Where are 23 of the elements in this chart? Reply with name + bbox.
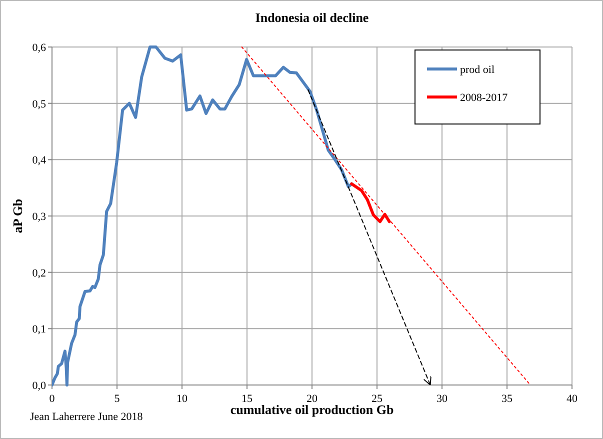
y-tick-label: 0,3 — [32, 211, 46, 223]
chart-title: Indonesia oil decline — [255, 10, 369, 25]
x-tick-label: 10 — [176, 393, 188, 405]
x-tick-label: 15 — [242, 393, 253, 405]
x-tick-label: 40 — [566, 393, 578, 405]
legend-label: 2008-2017 — [460, 92, 508, 104]
x-tick-label: 0 — [49, 393, 56, 405]
y-tick-label: 0,6 — [32, 42, 46, 54]
x-tick-label: 35 — [502, 393, 513, 405]
y-tick-label: 0,2 — [32, 267, 46, 280]
legend-label: prod oil — [460, 64, 495, 76]
y-axis-title: aP Gb — [10, 198, 25, 234]
x-tick-label: 25 — [372, 393, 383, 405]
x-axis-title: cumulative oil production Gb — [230, 402, 394, 417]
line-series — [350, 182, 391, 224]
x-tick-label: 5 — [114, 393, 120, 405]
y-tick-label: 0,1 — [32, 324, 46, 336]
text: Jean Laherrere June 2018 — [30, 411, 144, 423]
y-tick-label: 0,0 — [32, 380, 46, 392]
x-tick-label: 20 — [306, 393, 318, 405]
x-tick-label: 30 — [436, 393, 448, 405]
y-tick-label: 0,5 — [32, 98, 46, 110]
y-tick-label: 0,4 — [32, 154, 46, 167]
